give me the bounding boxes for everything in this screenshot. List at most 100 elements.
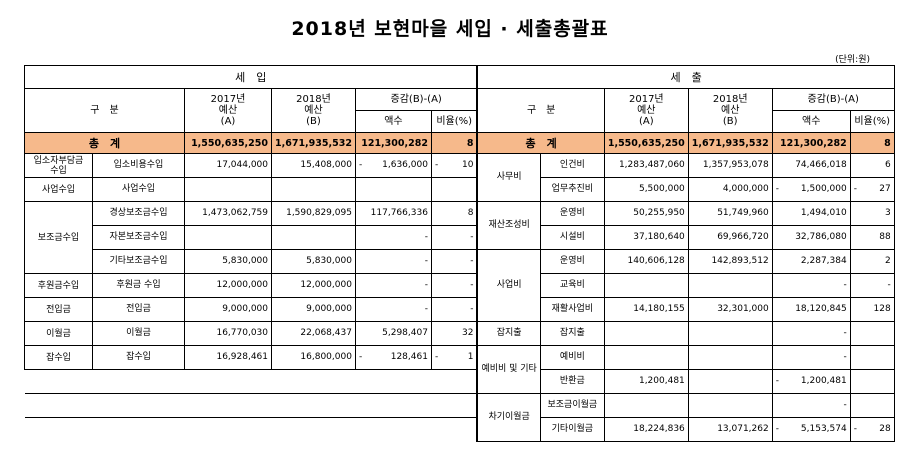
income-ratio: -: [430, 297, 478, 322]
income-2017-value: 16,928,461: [184, 345, 272, 370]
income-item-label: 전입금: [92, 297, 185, 322]
expense-2018-value: [687, 321, 773, 346]
expense-change: 18,120,845: [771, 297, 851, 322]
expense-2018-value: 32,301,000: [687, 297, 773, 322]
income-change-sign: -: [358, 352, 363, 362]
expense-change: -: [771, 321, 851, 346]
expense-item-label: 인건비: [539, 153, 605, 178]
expense-change-value: 1,500,000: [800, 184, 847, 194]
income-change: - 128,461: [354, 345, 432, 370]
income-ratio: [430, 177, 478, 202]
income-item-label: 잡수입: [92, 345, 185, 370]
expense-ratio-value: 27: [879, 184, 891, 194]
expense-2018-value: 13,071,262: [687, 417, 773, 442]
expense-ratio: 128: [849, 297, 895, 322]
income-change-value: 117,766,336: [370, 208, 428, 218]
income-2018-value: [271, 225, 356, 250]
expense-change-value: 2,287,384: [800, 256, 847, 266]
income-2018-value: 1,590,829,095: [271, 201, 356, 226]
expense-ratio-value: 6: [884, 160, 891, 170]
income-total-2018: 1,671,935,532: [271, 132, 356, 154]
expense-change-value: -: [843, 328, 847, 338]
income-total-2017: 1,550,635,250: [184, 132, 272, 154]
expense-category-header: 구 분: [476, 88, 605, 133]
income-ratio: 8: [430, 201, 478, 226]
income-ratio-value: -: [470, 280, 474, 290]
expense-change: 32,786,080: [771, 225, 851, 250]
expense-2018-value: [687, 369, 773, 394]
expense-item-label: 보조금이월금: [539, 393, 605, 418]
expense-ratio: - 28: [849, 417, 895, 442]
income-2017-value: 1,473,062,759: [184, 201, 272, 226]
income-item-label: 이월금: [92, 321, 185, 346]
expense-ratio: 2: [849, 249, 895, 274]
expense-2017-value: [603, 273, 689, 298]
income-2018-value: 5,830,000: [271, 249, 356, 274]
table-row: 사업수입 사업수입 업무추진비 5,500,000 4,000,000-1,500,00…: [24, 177, 895, 202]
income-group-label: 후원금수입: [24, 273, 93, 298]
income-item-label: 기타보조금수입: [92, 249, 185, 274]
expense-change-sign: -: [775, 424, 779, 434]
income-2018-value: 12,000,000: [271, 273, 356, 298]
expense-item-label: 업무추진비: [539, 177, 605, 202]
income-total-label: 총 계: [24, 132, 185, 154]
income-ratio: -: [430, 249, 478, 274]
income-change-header: 증감(B)-(A): [354, 88, 478, 111]
expense-total-ratio: 8: [849, 132, 895, 154]
expense-2018-value: 1,357,953,078: [687, 153, 773, 178]
income-2017-value: 5,830,000: [184, 249, 272, 274]
expense-item-label: 교육비: [539, 273, 605, 298]
expense-item-label: 운영비: [539, 249, 605, 274]
expense-item-label: 시설비: [539, 225, 605, 250]
expense-group-label: 재산조성비: [476, 201, 541, 250]
income-change-value: -: [424, 304, 428, 314]
expense-change-value: 1,494,010: [800, 208, 847, 218]
income-item-label: 경상보조금수입: [92, 201, 185, 226]
expense-change: - 1,500,000: [771, 177, 851, 202]
table-row: 입소자부담금 수입 입소비용수입 17,044,000 15,408,000-1,63…: [24, 153, 895, 202]
income-group-label: 입소자부담금 수입: [24, 153, 93, 178]
expense-change: -: [771, 273, 851, 298]
income-ratio: - 10: [430, 153, 478, 178]
expense-change-value: 32,786,080: [795, 232, 847, 242]
expense-change-value: 5,153,574: [800, 424, 847, 434]
income-2017-value: 9,000,000: [184, 297, 272, 322]
expense-item-label: 기타이월금: [539, 417, 605, 442]
income-ratio-value: 1: [467, 352, 474, 362]
income-amount-header: 액수: [354, 110, 432, 133]
expense-item-label: 잡지출: [539, 321, 605, 346]
expense-2017-value: 37,180,640: [603, 225, 689, 250]
income-item-label: 후원금 수입: [92, 273, 185, 298]
expense-ratio: [849, 321, 895, 346]
income-section-header: 세 입: [24, 65, 478, 89]
expense-change-value: -: [843, 352, 847, 362]
expense-total-label: 총 계: [476, 132, 605, 154]
expense-change-sign: -: [775, 376, 779, 386]
expense-2017-value: [603, 393, 689, 418]
expense-change-value: 18,120,845: [795, 304, 847, 314]
income-2018-value: 22,068,437: [271, 321, 356, 346]
table-row: 기타보조금수입 5,830,000 5,830,000- - 사업비 운영비 140,606…: [25, 249, 895, 322]
income-ratio: -: [430, 225, 478, 250]
expense-ratio: 6: [849, 153, 895, 178]
income-2018-header: 2018년 예산 (B): [271, 88, 356, 133]
income-group-label: 잡수입: [24, 345, 93, 370]
expense-group-label: 사무비: [476, 153, 541, 202]
expense-group-label: 예비비 및 기타: [476, 345, 541, 394]
table-row: 이월금 이월금 16,770,030 22,068,437 5,298,407 32 잡지출…: [24, 321, 895, 346]
income-group-label: 이월금: [24, 321, 93, 346]
expense-ratio: [849, 345, 895, 370]
income-group-label: 전입금: [24, 297, 93, 322]
expense-item-label: 예비비: [539, 345, 605, 370]
income-ratio-sign: -: [434, 160, 439, 170]
expense-item-label: 반환금: [539, 369, 605, 394]
expense-2017-value: 14,180,155: [603, 297, 689, 322]
expense-ratio-value: 3: [884, 208, 891, 218]
expense-group-label: 차기이월금: [476, 393, 541, 442]
expense-ratio-sign: -: [853, 184, 857, 194]
income-group-label: 보조금수입: [24, 201, 93, 274]
expense-group-label: 사업비: [476, 249, 541, 322]
expense-ratio: -: [849, 273, 895, 298]
expense-ratio-header: 비율(%): [849, 110, 895, 133]
income-change-value: 1,636,000: [382, 160, 428, 170]
